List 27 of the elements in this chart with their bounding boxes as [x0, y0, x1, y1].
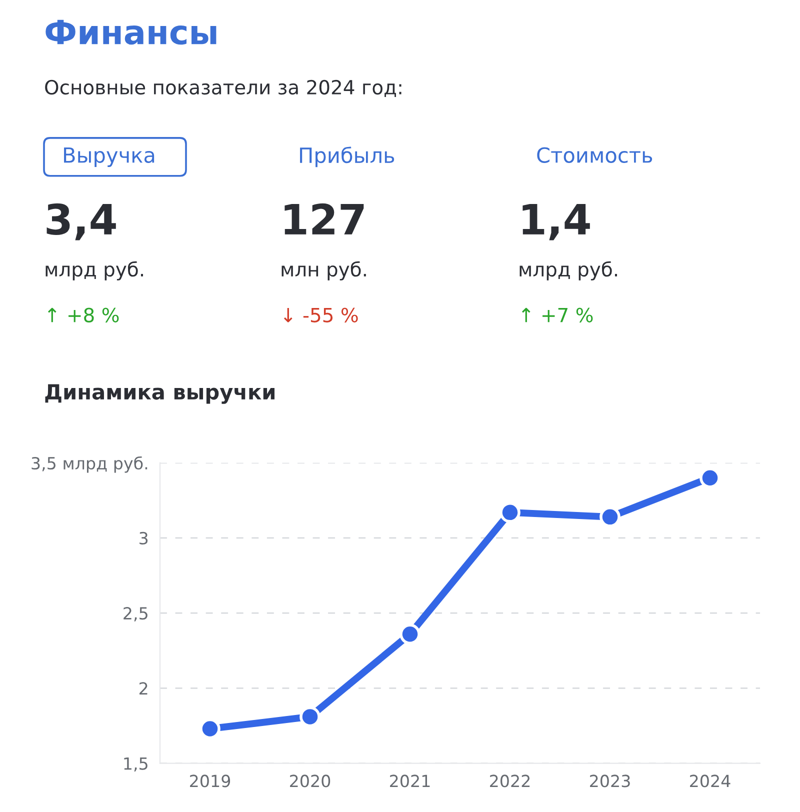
text: Прибыль	[300, 146, 394, 168]
x-tick-label: 2023	[590, 774, 630, 788]
x-tick-label: 2022	[490, 774, 530, 788]
y-tick-label: 1,5	[124, 757, 148, 772]
text: млрд руб.	[46, 261, 143, 280]
text: 127	[284, 203, 364, 234]
text: Финансы	[46, 20, 216, 45]
y-tick-label: 3	[140, 532, 148, 545]
text: Выручка	[64, 147, 154, 167]
y-tick-label: 2,5	[124, 607, 148, 622]
text: ↑ +7 %	[522, 308, 593, 322]
text: млн руб.	[282, 261, 366, 280]
x-tick-label: 2019	[190, 774, 230, 788]
y-tick-label: 3,5 млрд руб.	[32, 456, 148, 473]
y-tick-label: 2	[140, 682, 148, 694]
x-tick-label: 2020	[290, 774, 330, 788]
x-tick-label: 2021	[390, 774, 430, 788]
text: Стоимость	[537, 147, 652, 163]
chart-title: Динамика выручки	[45, 384, 274, 404]
x-tick-label: 2024	[690, 774, 730, 788]
text: 1,4	[522, 204, 590, 240]
text: Основные показатели за 2024 год:	[45, 80, 402, 97]
text: млрд руб.	[520, 261, 617, 280]
text: ↓ -55 %	[284, 308, 358, 322]
point	[400, 624, 420, 645]
text: 3,4	[46, 203, 116, 240]
text: ↑ +8 %	[48, 308, 119, 322]
